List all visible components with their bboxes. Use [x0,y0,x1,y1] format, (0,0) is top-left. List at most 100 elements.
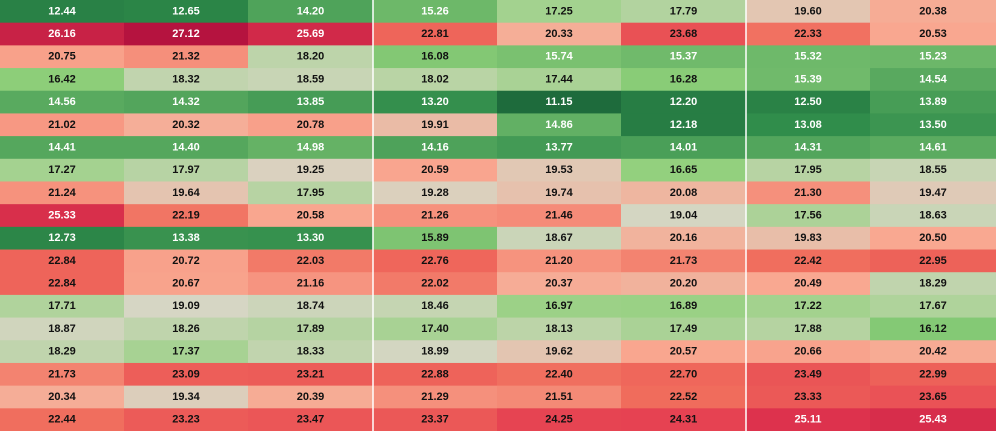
heatmap-cell-value: 23.33 [794,391,822,403]
heatmap-cell-value: 20.66 [794,346,822,358]
heatmap-cell [746,362,870,387]
heatmap-cell [746,45,870,69]
heatmap-cell-value: 22.88 [421,368,449,380]
heatmap-cell [373,181,497,205]
heatmap-cell [621,294,746,319]
heatmap-cell-value: 19.74 [545,187,573,199]
heatmap-cell [746,113,870,137]
heatmap-cell-value: 14.56 [48,96,76,108]
heatmap-cell-value: 14.31 [794,141,822,153]
heatmap-cell-value: 13.20 [421,96,449,108]
heatmap-cell [621,204,746,228]
heatmap-cell-value: 24.31 [670,414,698,426]
heatmap-cell [248,204,373,228]
heatmap-cell-value: 17.95 [794,164,822,176]
heatmap-cell-value: 16.89 [670,300,698,312]
heatmap-cell [497,113,621,137]
heatmap-cell [124,68,248,92]
heatmap-cell [621,340,746,364]
heatmap-cell [373,362,497,387]
heatmap-cell [124,249,248,273]
heatmap-cell [497,317,621,341]
heatmap-cell [870,22,996,46]
heatmap-cell [497,181,621,205]
heatmap-cell [373,90,497,114]
heatmap-cell [746,204,870,228]
heatmap-cell [248,68,373,92]
heatmap-cell-value: 20.75 [48,51,76,63]
heatmap-cell [373,226,497,251]
heatmap-cell-value: 16.97 [545,300,573,312]
heatmap-cell-value: 21.02 [48,119,76,131]
heatmap-cell-value: 22.84 [48,255,76,267]
heatmap-cell [0,317,124,341]
heatmap-cell [746,181,870,205]
heatmap-cell [124,226,248,251]
heatmap-cell [497,362,621,387]
heatmap-cell-value: 26.16 [48,28,76,40]
heatmap-cell [497,385,621,409]
heatmap-cell [248,362,373,387]
heatmap-cell [124,362,248,387]
heatmap-cell [373,408,497,431]
heatmap-cell [870,362,996,387]
heatmap-cell-value: 22.03 [297,255,325,267]
heatmap-cell [746,385,870,409]
heatmap-cell-value: 16.28 [670,73,698,85]
heatmap-cell [746,136,870,160]
heatmap-cell-value: 19.28 [421,187,449,199]
heatmap-cell [870,45,996,69]
heatmap-cell-value: 18.59 [297,73,325,85]
heatmap-cell [124,90,248,114]
heatmap-cell-value: 20.50 [919,232,947,244]
heatmap-cell-value: 12.20 [670,96,698,108]
heatmap-cell-value: 23.47 [297,414,325,426]
heatmap-cell-value: 18.99 [421,346,449,358]
heatmap-cell-value: 14.16 [421,141,449,153]
heatmap-cell [124,408,248,431]
heatmap-cell-value: 19.47 [919,187,947,199]
heatmap-cell-value: 17.49 [670,323,698,335]
heatmap-cell-value: 25.11 [795,414,822,426]
heatmap-cell [0,226,124,251]
heatmap-cell-value: 19.25 [297,164,325,176]
heatmap-cell [497,226,621,251]
heatmap-cell-value: 18.46 [421,300,449,312]
heatmap-cell [746,22,870,46]
heatmap-cell [870,90,996,114]
heatmap-cell [248,0,373,24]
heatmap-cell [0,0,124,24]
heatmap-cell-value: 13.85 [297,96,325,108]
heatmap-cell [746,158,870,182]
heatmap-cell-value: 20.34 [48,391,76,403]
heatmap-cell [621,22,746,46]
heatmap-cell [373,317,497,341]
heatmap-cell [0,90,124,114]
heatmap-cell-value: 17.25 [545,5,573,17]
heatmap-cell-value: 19.62 [545,346,573,358]
heatmap-cell-value: 21.73 [670,255,698,267]
heatmap-cell-value: 20.39 [297,391,325,403]
heatmap-cell [746,294,870,319]
heatmap-cell [621,45,746,69]
heatmap-cell-value: 14.54 [919,73,947,85]
heatmap-cell [124,158,248,182]
heatmap-cell-value: 23.68 [670,28,698,40]
heatmap-cell-value: 20.72 [172,255,200,267]
heatmap-cell [0,22,124,46]
heatmap-cell-value: 16.65 [670,164,698,176]
heatmap-cell [0,45,124,69]
heatmap-cell [870,294,996,319]
heatmap-cell-value: 14.86 [545,119,573,131]
heatmap-cell [497,45,621,69]
heatmap-cell-value: 20.08 [670,187,698,199]
heatmap-cell [248,317,373,341]
heatmap-cell [746,226,870,251]
heatmap-cell [621,362,746,387]
heatmap-cell-value: 17.40 [421,323,449,335]
heatmap-cell-value: 22.52 [670,391,698,403]
heatmap-cell [621,90,746,114]
heatmap-cell-value: 13.50 [919,119,947,131]
heatmap-cell [373,272,497,296]
